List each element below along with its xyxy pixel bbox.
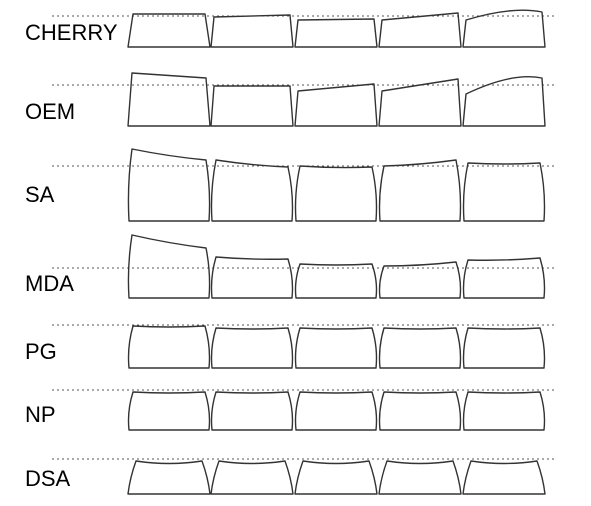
keycap-mda-row-4 xyxy=(378,261,462,299)
keycap-dsa-row-1 xyxy=(127,460,211,495)
keycap-mda-row-1 xyxy=(127,234,211,299)
keycap-sa-row-5 xyxy=(462,162,546,222)
keycap-sa-row-2 xyxy=(210,159,294,222)
keycap-cherry-row-4 xyxy=(378,12,462,48)
keycap-dsa-row-5 xyxy=(462,460,546,495)
keycap-oem-row-1 xyxy=(127,72,211,127)
keycap-oem-row-2 xyxy=(210,85,294,127)
keycap-pg-row-1 xyxy=(127,325,211,369)
keycap-oem-row-5 xyxy=(462,76,546,127)
profile-row-np xyxy=(52,389,555,431)
profile-label-pg: PG xyxy=(25,339,57,364)
profile-label-oem: OEM xyxy=(25,99,75,124)
keycap-pg-row-5 xyxy=(462,327,546,369)
keycap-sa-row-3 xyxy=(294,165,378,222)
keycap-cherry-row-1 xyxy=(127,13,211,48)
profile-row-pg xyxy=(52,324,555,369)
profile-row-mda xyxy=(52,234,555,299)
keycap-dsa-row-4 xyxy=(378,460,462,495)
keycap-pg-row-2 xyxy=(210,327,294,369)
keycap-np-row-3 xyxy=(294,391,378,431)
profile-label-dsa: DSA xyxy=(25,466,71,491)
profile-row-dsa xyxy=(52,458,555,495)
profile-label-sa: SA xyxy=(25,182,55,207)
keycap-cherry-row-3 xyxy=(294,18,378,48)
keycap-pg-row-3 xyxy=(294,327,378,369)
profile-labels: CHERRY OEM SA MDA PG NP DSA xyxy=(25,20,118,491)
keycap-np-row-4 xyxy=(378,391,462,431)
keycap-dsa-row-2 xyxy=(210,460,294,495)
keycap-pg-row-4 xyxy=(378,327,462,369)
keycap-np-row-2 xyxy=(210,391,294,431)
profile-label-mda: MDA xyxy=(25,271,74,296)
profile-row-oem xyxy=(52,72,555,127)
profile-label-cherry: CHERRY xyxy=(25,20,118,45)
keycap-mda-row-3 xyxy=(294,263,378,299)
keycap-cherry-row-5 xyxy=(462,9,546,48)
keycap-mda-row-2 xyxy=(210,256,294,299)
keycap-oem-row-3 xyxy=(294,83,378,127)
profile-rows xyxy=(52,9,555,495)
keycap-oem-row-4 xyxy=(378,78,462,127)
keycap-cherry-row-2 xyxy=(210,14,294,48)
profile-row-cherry xyxy=(52,9,555,48)
keycap-mda-row-5 xyxy=(462,257,546,299)
keycap-dsa-row-3 xyxy=(294,460,378,495)
keycap-np-row-1 xyxy=(127,391,211,431)
keycap-np-row-5 xyxy=(462,391,546,431)
keycap-sa-row-4 xyxy=(378,159,462,222)
keycap-sa-row-1 xyxy=(127,148,211,222)
profile-label-np: NP xyxy=(25,402,56,427)
profile-row-sa xyxy=(52,148,555,222)
